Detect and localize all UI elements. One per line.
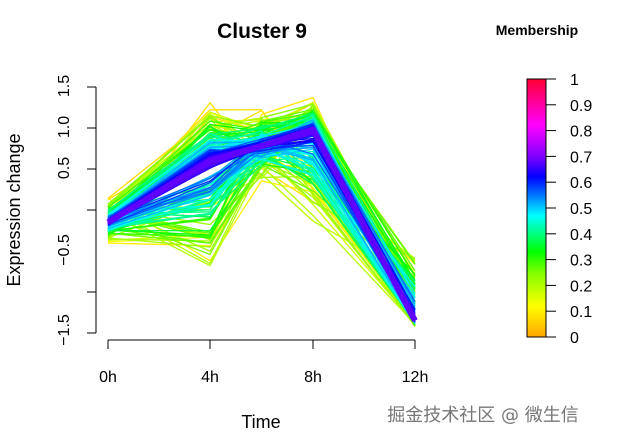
scale-tick-label: 0.5 [570, 201, 592, 218]
chart-title: Cluster 9 [217, 20, 307, 43]
x-axis: 0h 4h 8h 12h [99, 339, 429, 386]
expression-lines [106, 96, 418, 328]
scale-tick-label: 0.7 [570, 149, 592, 166]
y-axis-label: Expression change [4, 133, 24, 286]
y-tick-label: 1.5 [56, 75, 73, 97]
x-axis-label: Time [241, 412, 280, 432]
x-tick-label: 8h [304, 369, 322, 386]
scale-tick-label: 0.6 [570, 175, 592, 192]
y-axis: −1.5 −0.5 0.5 1.0 1.5 [56, 75, 97, 346]
scale-tick-label: 0.8 [570, 124, 592, 141]
scale-tick-label: 0.2 [570, 278, 592, 295]
y-tick-label: 1.0 [56, 116, 73, 138]
expression-line [107, 109, 416, 324]
expression-line [107, 112, 416, 299]
watermark: 掘金技术社区 @ 微生信 [387, 405, 578, 426]
scale-tick-label: 0.1 [570, 304, 592, 321]
membership-colorbar [526, 78, 547, 338]
scale-tick-label: 1 [570, 72, 579, 89]
y-tick-label: 0.5 [56, 157, 73, 179]
scale-tick-label: 0.4 [570, 227, 592, 244]
y-tick-label: −0.5 [56, 234, 73, 266]
expression-line [107, 121, 416, 285]
x-tick-label: 12h [402, 369, 429, 386]
legend-title: Membership [496, 22, 578, 38]
scale-tick-label: 0 [570, 330, 579, 347]
membership-scale-ticks: 0 0.1 0.2 0.3 0.4 0.5 0.6 0.7 0.8 0.9 1 [546, 72, 592, 347]
x-tick-label: 4h [201, 369, 219, 386]
scale-tick-label: 0.3 [570, 253, 592, 270]
x-tick-label: 0h [99, 369, 117, 386]
centroid-line [106, 126, 418, 323]
y-tick-label: −1.5 [56, 314, 73, 346]
scale-tick-label: 0.9 [570, 98, 592, 115]
